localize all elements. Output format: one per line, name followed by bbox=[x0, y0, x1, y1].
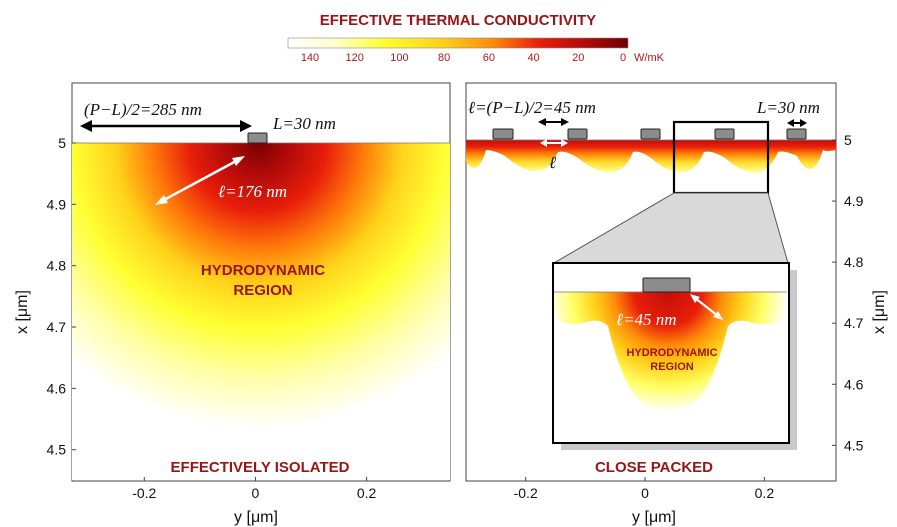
right-heater-arrowhead-left bbox=[787, 119, 794, 127]
x-tick-label: 0.2 bbox=[755, 485, 775, 501]
right-heater-4 bbox=[714, 128, 735, 140]
left-y-ticks: 5 4.9 4.8 4.7 4.6 4.5 bbox=[47, 135, 76, 458]
left-spacing-arrowhead-left bbox=[80, 120, 92, 132]
inset-region-label-line2: REGION bbox=[650, 361, 693, 373]
inset-mfp-arrow bbox=[694, 297, 719, 317]
right-x-axis-label: y [μm] bbox=[632, 509, 676, 526]
colorbar-tick-label: 100 bbox=[390, 52, 408, 64]
y-tick-label: 4.7 bbox=[47, 319, 67, 335]
inset-mfp-arrowhead-a bbox=[690, 294, 700, 303]
left-region-label-line1: HYDRODYNAMIC bbox=[201, 262, 325, 279]
y-tick-label: 4.5 bbox=[47, 442, 67, 458]
y-tick-label: 5 bbox=[58, 135, 66, 151]
inset-mfp-arrowhead-b bbox=[713, 311, 723, 320]
left-mfp-arrow bbox=[161, 158, 239, 203]
right-heatmap-field bbox=[466, 140, 836, 173]
left-panel: (P−L)/2=285 nm L=30 nm ℓ=176 nm HYDRODYN… bbox=[14, 82, 451, 526]
colorbar-tick-label: 120 bbox=[346, 52, 364, 64]
x-tick-label: 0 bbox=[641, 485, 649, 501]
left-heater-label: L=30 nm bbox=[272, 114, 336, 133]
inset-heater bbox=[642, 277, 691, 293]
left-spacing-arrowhead-right bbox=[240, 120, 252, 132]
right-caption: CLOSE PACKED bbox=[595, 459, 713, 476]
right-spacing-arrowhead-left bbox=[538, 118, 546, 126]
right-heater-2 bbox=[567, 128, 588, 140]
colorbar: EFFECTIVE THERMAL CONDUCTIVITY 140 120 100… bbox=[287, 12, 665, 64]
right-heater-arrowhead-right bbox=[800, 119, 807, 127]
left-heater bbox=[247, 132, 268, 144]
x-tick-label: 0.2 bbox=[357, 485, 377, 501]
y-tick-label: 5 bbox=[844, 132, 852, 148]
right-heater-label: L=30 nm bbox=[756, 98, 820, 117]
colorbar-strip bbox=[287, 37, 629, 49]
left-heatmap-field bbox=[72, 143, 450, 480]
colorbar-tick-label: 0 bbox=[620, 52, 626, 64]
inset-heatmap bbox=[554, 292, 787, 411]
left-heatmap bbox=[72, 143, 450, 480]
right-x-ticks: -0.2 0 0.2 bbox=[514, 477, 775, 501]
y-tick-label: 4.7 bbox=[844, 315, 864, 331]
colorbar-tick-label: 80 bbox=[438, 52, 450, 64]
y-tick-label: 4.6 bbox=[47, 380, 67, 396]
right-y-ticks: 5 4.9 4.8 4.7 4.6 4.5 bbox=[832, 132, 864, 453]
left-x-ticks: -0.2 0 0.2 bbox=[132, 477, 377, 501]
y-tick-label: 4.6 bbox=[844, 376, 864, 392]
left-caption: EFFECTIVELY ISOLATED bbox=[171, 459, 350, 476]
right-spacing-arrowhead-right bbox=[561, 118, 569, 126]
y-tick-label: 4.9 bbox=[47, 196, 67, 212]
x-tick-label: -0.2 bbox=[132, 485, 156, 501]
colorbar-tick-label: 140 bbox=[301, 52, 319, 64]
right-y-axis-label: x [μm] bbox=[871, 290, 888, 334]
inset-mfp-label: ℓ=45 nm bbox=[616, 310, 677, 329]
right-heater-5 bbox=[786, 128, 807, 140]
colorbar-tick-label: 60 bbox=[483, 52, 495, 64]
left-mfp-label: ℓ=176 nm bbox=[218, 182, 287, 201]
right-spacing-label: ℓ=(P−L)/2=45 nm bbox=[468, 98, 596, 117]
colorbar-tick-label: 20 bbox=[572, 52, 584, 64]
y-tick-label: 4.8 bbox=[47, 258, 67, 274]
left-region-label-line2: REGION bbox=[233, 282, 292, 299]
colorbar-title: EFFECTIVE THERMAL CONDUCTIVITY bbox=[320, 12, 596, 29]
colorbar-ticks: 140 120 100 80 60 40 20 0 bbox=[301, 52, 626, 64]
right-heatmap-band bbox=[466, 140, 836, 173]
y-tick-label: 4.8 bbox=[844, 254, 864, 270]
y-tick-label: 4.5 bbox=[844, 437, 864, 453]
inset-region-label-line1: HYDRODYNAMIC bbox=[626, 347, 717, 359]
right-heater-3 bbox=[640, 128, 661, 140]
inset-heatmap-field bbox=[554, 292, 787, 411]
x-tick-label: 0 bbox=[252, 485, 260, 501]
left-mfp-arrowhead-b bbox=[232, 156, 245, 166]
right-mfp-arrowhead-left bbox=[540, 139, 547, 147]
x-tick-label: -0.2 bbox=[514, 485, 538, 501]
colorbar-tick-label: 40 bbox=[527, 52, 539, 64]
right-mfp-arrowhead-right bbox=[561, 139, 568, 147]
left-mfp-arrowhead-a bbox=[155, 195, 168, 205]
right-mfp-label: ℓ bbox=[549, 153, 556, 172]
left-y-axis-label: x [μm] bbox=[14, 290, 31, 334]
colorbar-unit: W/mK bbox=[634, 52, 665, 64]
right-heater-1 bbox=[492, 128, 514, 140]
left-spacing-label: (P−L)/2=285 nm bbox=[84, 100, 202, 119]
right-panel: ℓ=(P−L)/2=45 nm L=30 nm ℓ ℓ=45 nm HYDROD… bbox=[465, 82, 888, 526]
y-tick-label: 4.9 bbox=[844, 193, 864, 209]
left-x-axis-label: y [μm] bbox=[234, 509, 278, 526]
